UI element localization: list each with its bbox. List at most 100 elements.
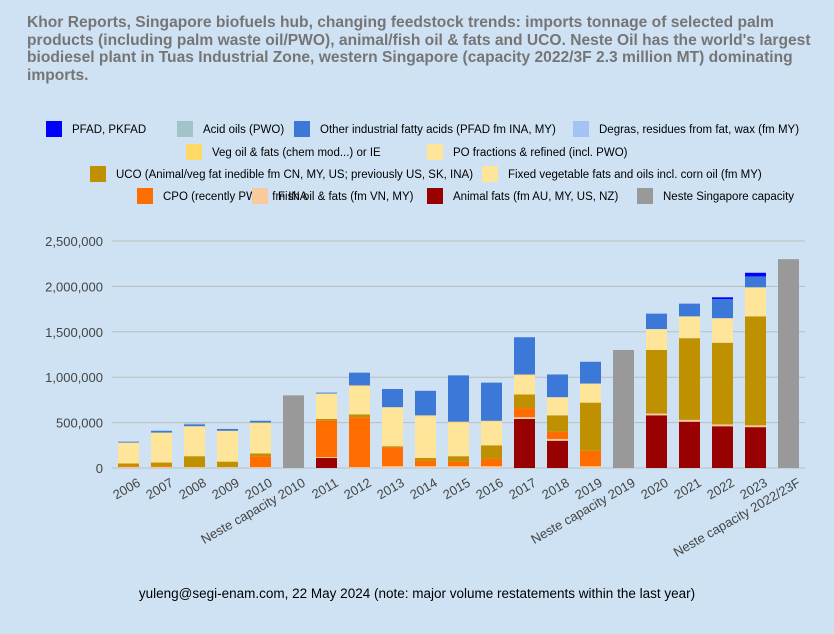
legend-label: Acid oils (PWO) (203, 124, 284, 136)
bar-segment (448, 375, 469, 422)
legend-label: CPO (recently PWO, fm INA (163, 191, 308, 203)
bar-segment (382, 389, 403, 408)
bar-segment (217, 430, 238, 460)
legend-swatch (252, 188, 268, 204)
bar-segment (415, 460, 436, 467)
chart-footer: yuleng@segi-enam.com, 22 May 2024 (note:… (138, 586, 696, 601)
bar-segment (118, 466, 139, 468)
bar-segment (646, 313, 667, 330)
bar-segment (712, 318, 733, 343)
legend-swatch (137, 188, 153, 204)
bar-segment (514, 394, 535, 409)
bar-segment (580, 361, 601, 384)
bar-segment (184, 424, 205, 427)
legend-swatch (427, 188, 443, 204)
bar-segment (712, 299, 733, 319)
bar-segment (349, 386, 370, 415)
bar-segment (151, 430, 172, 433)
bar-segment (481, 382, 502, 421)
bar-segment (217, 461, 238, 468)
legend-swatch (637, 188, 653, 204)
x-tick-label: 2017 (506, 475, 539, 502)
bar-segment (745, 427, 766, 468)
bar-segment (745, 272, 766, 277)
bar-segment (382, 446, 403, 448)
y-tick-label: 2,500,000 (45, 234, 103, 249)
bar-segment (415, 415, 436, 417)
bar-segment (547, 397, 568, 416)
x-tick-label: 2008 (176, 475, 209, 502)
bar-segment (580, 466, 601, 468)
y-tick-label: 0 (96, 461, 103, 476)
bar-segment (316, 393, 337, 419)
bar-segment (646, 415, 667, 468)
bar-segment (349, 417, 370, 468)
bar-segment (316, 457, 337, 459)
y-tick-label: 500,000 (56, 416, 103, 431)
bar-segment (712, 297, 733, 300)
bar-segment (580, 450, 601, 467)
bar-segment (316, 458, 337, 468)
legend-swatch (427, 144, 443, 160)
bar-segment (646, 413, 667, 416)
bar-segment (151, 462, 172, 467)
bar-segment (415, 458, 436, 461)
bar-segment (250, 423, 271, 454)
legend-label: Fixed vegetable fats and oils incl. corn… (508, 169, 762, 181)
legend-label: UCO (Animal/veg fat inedible fm CN, MY, … (116, 169, 473, 181)
bar-segment (547, 438, 568, 441)
bar-segment (778, 259, 799, 468)
bar-segment (514, 408, 535, 418)
bar-segment (250, 456, 271, 468)
legend-label: Veg oil & fats (chem mod...) or IE (212, 147, 381, 159)
bar-segment (217, 459, 238, 462)
bar-segment (184, 456, 205, 468)
legend-swatch (90, 166, 106, 182)
bar-segment (151, 467, 172, 468)
bar-segment (745, 287, 766, 317)
bar-segment (316, 418, 337, 421)
bar-segment (646, 329, 667, 350)
bar-segment (679, 419, 700, 422)
bar-segment (679, 338, 700, 420)
x-tick-label: 2006 (110, 475, 143, 502)
x-tick-label: 2013 (374, 475, 407, 502)
x-tick-label: 2021 (671, 475, 704, 502)
bar-segment (745, 425, 766, 428)
y-tick-label: 2,000,000 (45, 279, 103, 294)
x-tick-label: 2014 (407, 475, 440, 502)
bar-segment (184, 423, 205, 425)
bar-segment (547, 415, 568, 432)
x-tick-label: 2012 (341, 475, 374, 502)
bar-segment (349, 414, 370, 418)
bar-segment (448, 422, 469, 457)
bar-segment (118, 467, 139, 468)
bar-segment (184, 426, 205, 454)
chart-title: Khor Reports, Singapore biofuels hub, ch… (27, 14, 811, 84)
bar-segment (712, 424, 733, 427)
bar-segment (547, 374, 568, 398)
bar-segment (481, 421, 502, 446)
legend-swatch (294, 121, 310, 137)
legend-swatch (573, 121, 589, 137)
bar-segment (481, 458, 502, 467)
bar-segment (184, 453, 205, 457)
legend-label: Fish oil & fats (fm VN, MY) (278, 191, 414, 203)
bar-segment (316, 392, 337, 394)
y-tick-label: 1,000,000 (45, 370, 103, 385)
bar-segment (745, 316, 766, 426)
bar-segment (514, 417, 535, 419)
legend-label: PO fractions & refined (incl. PWO) (453, 147, 628, 159)
x-tick-label: 2016 (473, 475, 506, 502)
bar-segment (316, 420, 337, 458)
bar-segment (547, 440, 568, 468)
y-tick-label: 1,500,000 (45, 325, 103, 340)
bar-segment (679, 421, 700, 468)
x-tick-label: 2011 (309, 475, 341, 502)
bar-segment (448, 461, 469, 467)
bar-segment (250, 422, 271, 424)
bar-segment (349, 372, 370, 386)
bar-segment (118, 457, 139, 464)
x-tick-label: 2015 (440, 475, 473, 502)
x-tick-label: 2022 (704, 475, 737, 502)
